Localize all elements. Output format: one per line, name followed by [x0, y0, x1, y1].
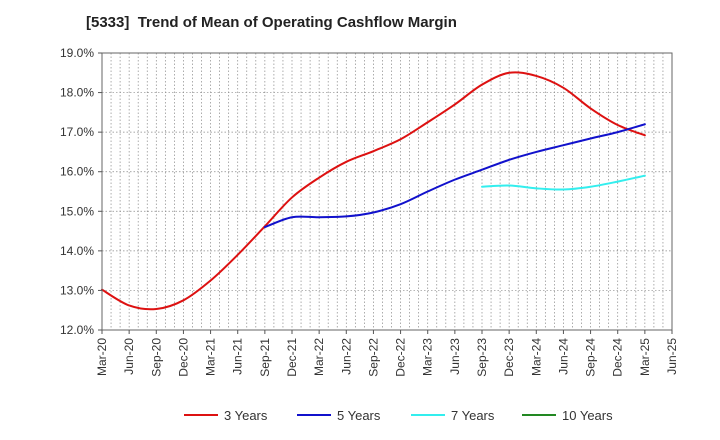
x-tick-label: Dec-20	[176, 338, 190, 377]
x-tick-label: Jun-25	[665, 338, 679, 375]
legend-item-7-years: 7 Years	[411, 408, 495, 423]
grid-lines	[102, 53, 672, 330]
x-tick-label: Jun-23	[448, 338, 462, 375]
y-tick-label: 13.0%	[60, 283, 94, 297]
x-tick-label: Mar-23	[421, 338, 435, 376]
y-tick-label: 19.0%	[60, 46, 94, 60]
x-tick-label: Dec-22	[394, 338, 408, 377]
legend-item-3-years: 3 Years	[184, 408, 268, 423]
x-tick-label: Jun-21	[231, 338, 245, 375]
x-tick-label: Mar-25	[638, 338, 652, 376]
chart-title: [5333] Trend of Mean of Operating Cashfl…	[86, 14, 457, 31]
x-tick-label: Jun-24	[556, 338, 570, 375]
plot-border	[101, 52, 673, 331]
x-tick-label: Sep-20	[149, 338, 163, 377]
x-tick-label: Sep-23	[475, 338, 489, 377]
y-tick-label: 14.0%	[60, 244, 94, 258]
y-tick-label: 18.0%	[60, 86, 94, 100]
x-tick-label: Dec-23	[502, 338, 516, 377]
x-tick-label: Jun-22	[339, 338, 353, 375]
x-tick-label: Dec-21	[285, 338, 299, 377]
y-tick-label: 12.0%	[60, 323, 94, 337]
x-axis: Mar-20 Jun-20 Sep-20 Dec-20 Mar-21 Jun-21 Sep-…	[95, 330, 679, 377]
legend-label: 3 Years	[224, 408, 268, 423]
x-tick-label: Sep-24	[584, 338, 598, 377]
series-line-5-years	[263, 123, 646, 229]
x-tick-label: Sep-21	[258, 338, 272, 377]
x-tick-label: Sep-22	[366, 338, 380, 377]
y-tick-label: 15.0%	[60, 204, 94, 218]
x-tick-label: Mar-22	[312, 338, 326, 376]
x-tick-label: Mar-21	[204, 338, 218, 376]
legend-item-5-years: 5 Years	[297, 408, 381, 423]
series-line-3-years	[101, 71, 646, 311]
legend-label: 10 Years	[562, 408, 613, 423]
y-tick-label: 16.0%	[60, 165, 94, 179]
legend-item-10-years: 10 Years	[522, 408, 613, 423]
x-tick-label: Jun-20	[122, 338, 136, 375]
x-tick-label: Dec-24	[611, 338, 625, 377]
y-tick-label: 17.0%	[60, 125, 94, 139]
x-tick-label: Mar-24	[529, 338, 543, 376]
plot-area	[102, 53, 672, 330]
series-lines	[101, 71, 646, 311]
legend: 3 Years 5 Years 7 Years 10 Years	[184, 408, 613, 423]
legend-label: 7 Years	[451, 408, 495, 423]
series-line-7-years	[481, 174, 646, 191]
x-tick-label: Mar-20	[95, 338, 109, 376]
y-axis: 12.0% 13.0% 14.0% 15.0% 16.0% 17.0% 18.0% 19.0%	[60, 46, 102, 337]
legend-label: 5 Years	[337, 408, 381, 423]
